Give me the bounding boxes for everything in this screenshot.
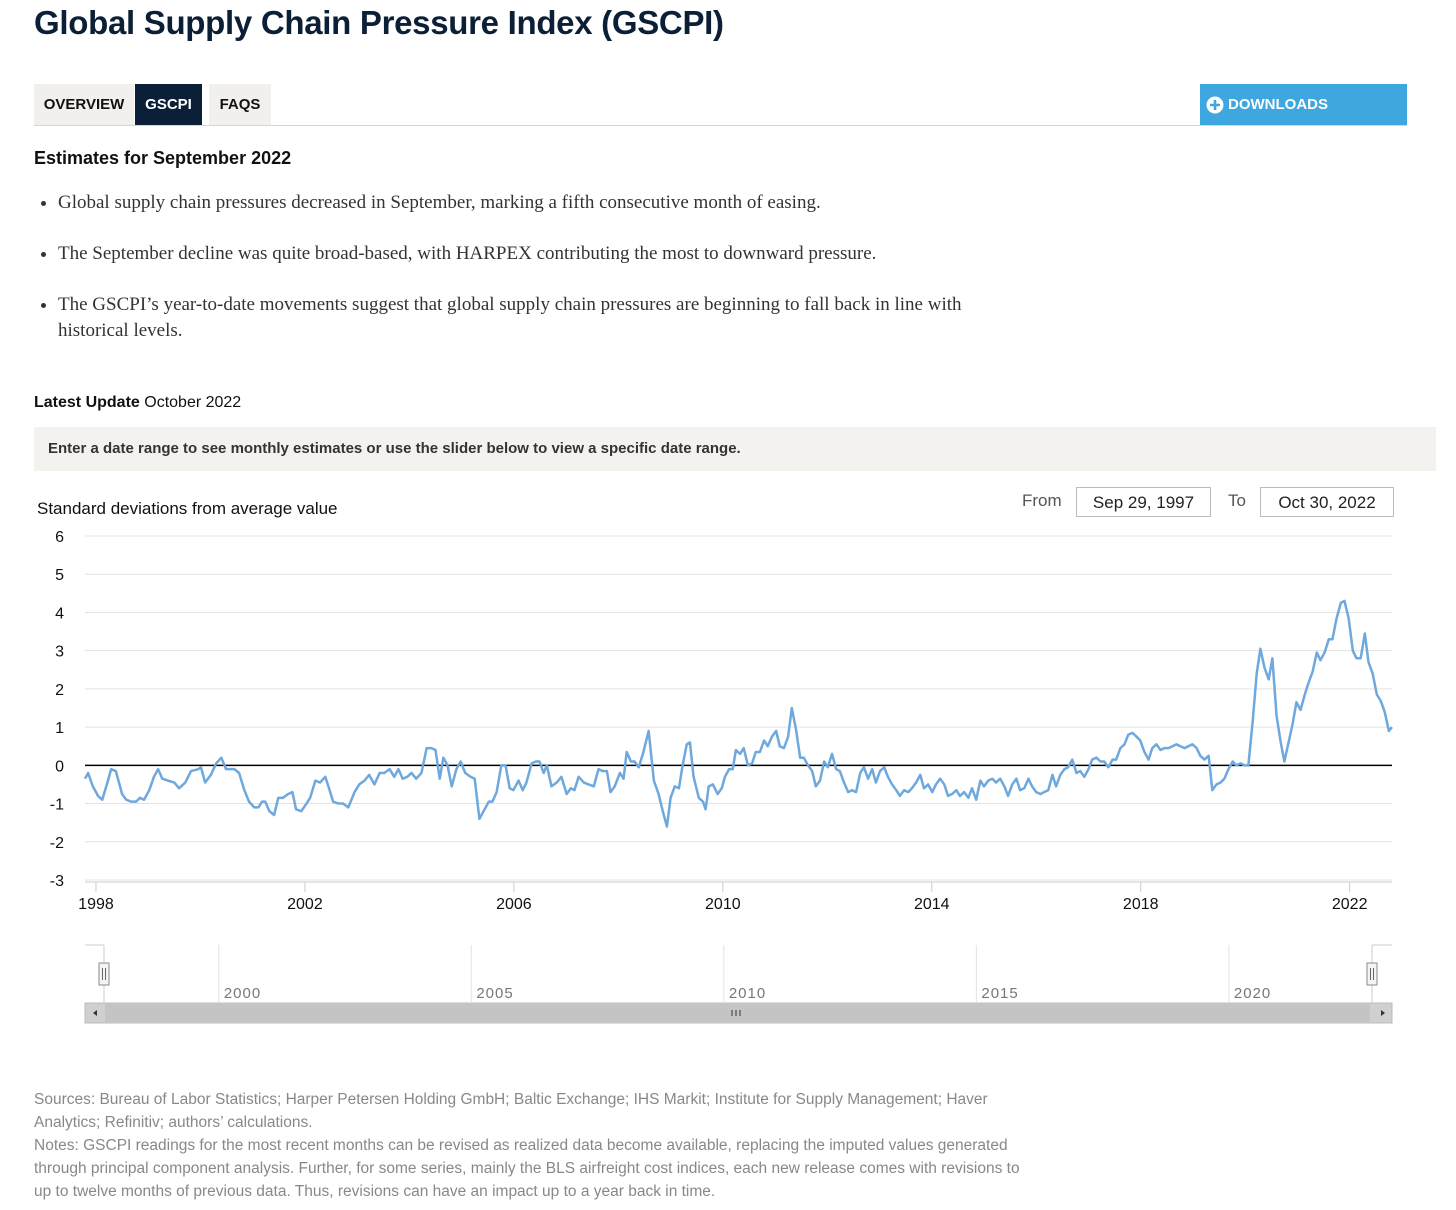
- downloads-button[interactable]: DOWNLOADS: [1200, 84, 1407, 125]
- tab[interactable]: FAQS: [209, 84, 271, 125]
- x-tick-label: 2014: [914, 896, 950, 913]
- y-tick-label: 5: [55, 567, 64, 584]
- latest-label: Latest Update: [34, 394, 140, 411]
- x-tick-label: 2018: [1123, 896, 1159, 913]
- tab-underline: [34, 125, 1407, 126]
- x-tick-label: 1998: [78, 896, 114, 913]
- y-tick-label: -2: [50, 835, 64, 852]
- to-input[interactable]: Oct 30, 2022: [1260, 487, 1394, 517]
- from-input[interactable]: Sep 29, 1997: [1076, 487, 1211, 517]
- sources: Sources: Bureau of Labor Statistics; Har…: [34, 1091, 988, 1131]
- navigator-tick-label: 2005: [476, 985, 513, 1002]
- to-label: To: [1228, 491, 1246, 510]
- from-label: From: [1022, 491, 1062, 510]
- handle-grip: [102, 968, 106, 980]
- x-tick-label: 2022: [1332, 896, 1368, 913]
- navigator-tick-label: 2010: [729, 985, 766, 1002]
- thumb-grip: [731, 1010, 741, 1016]
- navigator-tick-label: 2015: [981, 985, 1018, 1002]
- bullet: The GSCPI’s year-to-date movements sugge…: [58, 292, 1018, 344]
- series-line: [83, 599, 1393, 828]
- y-tick-label: -1: [50, 797, 64, 814]
- downloads-label: DOWNLOADS: [1228, 96, 1328, 113]
- navigator-tick-label: 2020: [1234, 985, 1271, 1002]
- instruction: Enter a date range to see monthly estima…: [48, 440, 741, 457]
- chart: Standard deviations from average value -…: [37, 499, 1393, 1024]
- tab-active[interactable]: GSCPI: [135, 84, 202, 125]
- tab[interactable]: OVERVIEW: [34, 84, 134, 125]
- plus-icon: [1206, 96, 1224, 114]
- x-tick-label: 2006: [496, 896, 532, 913]
- bullet-list: Global supply chain pressures decreased …: [40, 190, 1058, 369]
- bullet: The September decline was quite broad-ba…: [58, 241, 1058, 267]
- x-tick-label: 2002: [287, 896, 323, 913]
- y-tick-label: 2: [55, 682, 64, 699]
- latest-value: October 2022: [144, 394, 242, 411]
- y-tick-label: 0: [55, 758, 64, 775]
- navigator-handle[interactable]: [1366, 962, 1378, 986]
- y-axis-title: Standard deviations from average value: [37, 499, 338, 518]
- scrollbar-thumb[interactable]: [105, 1004, 1370, 1022]
- x-tick-label: 2010: [705, 896, 741, 913]
- handle-grip: [1370, 968, 1374, 980]
- footer: Sources: Bureau of Labor Statistics; Har…: [34, 1088, 1034, 1203]
- page-title: Global Supply Chain Pressure Index (GSCP…: [34, 4, 724, 41]
- navigator-handle[interactable]: [98, 962, 110, 986]
- y-tick-label: 6: [55, 529, 64, 546]
- instruction-bar: Enter a date range to see monthly estima…: [34, 427, 1436, 471]
- bullet: Global supply chain pressures decreased …: [58, 190, 1058, 216]
- navigator-tick-label: 2000: [224, 985, 261, 1002]
- notes: Notes: GSCPI readings for the most recen…: [34, 1137, 1020, 1200]
- latest-update: Latest Update October 2022: [34, 394, 241, 412]
- y-tick-label: 1: [55, 720, 64, 737]
- y-tick-label: -3: [50, 873, 64, 890]
- estimates-heading: Estimates for September 2022: [34, 148, 292, 168]
- y-tick-label: 3: [55, 644, 64, 661]
- y-tick-label: 4: [55, 605, 64, 622]
